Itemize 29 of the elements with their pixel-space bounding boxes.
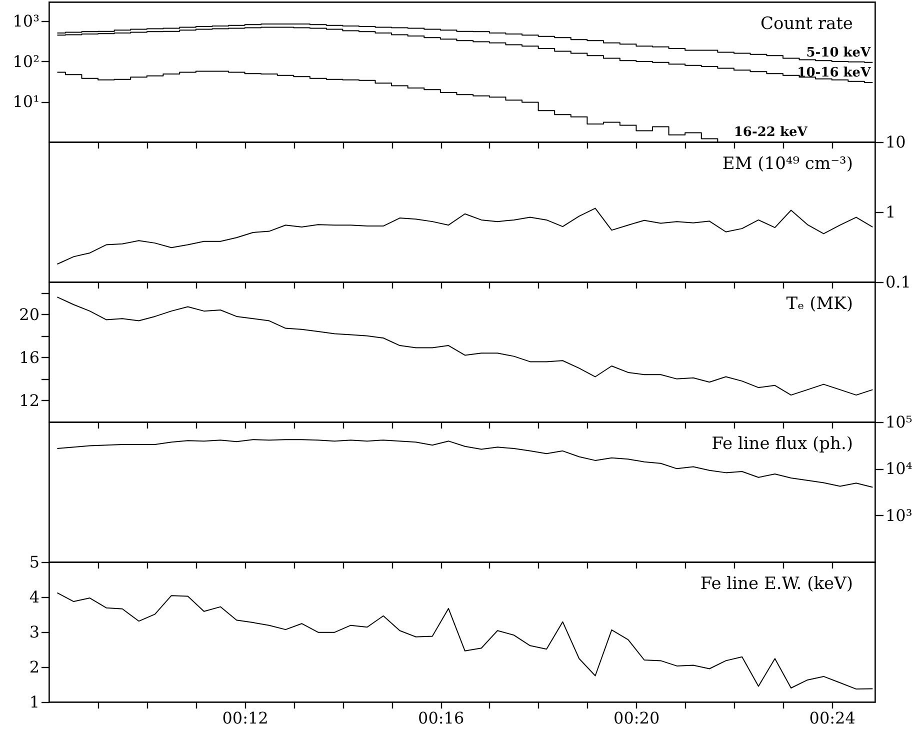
y-tick-label: 10¹ — [12, 92, 40, 112]
text: Count rate — [760, 14, 853, 34]
y-tick-label: 5 — [29, 552, 40, 572]
x-tick-label: 00:16 — [418, 708, 464, 728]
y2-tick-label: 10⁴ — [886, 459, 912, 478]
x-tick-label: 00:24 — [809, 708, 856, 728]
y2-tick-label: 10 — [886, 132, 906, 152]
y2-tick-label: 0.1 — [886, 272, 911, 292]
series-label: 10-16 keV — [797, 66, 872, 81]
text: EM (10⁴⁹ cm⁻³) — [722, 154, 853, 174]
series-label: 16-22 keV — [734, 125, 808, 140]
y-tick-label: 3 — [29, 622, 40, 642]
y-tick-label: 20 — [19, 304, 40, 324]
y2-tick-label: 10³ — [886, 506, 912, 525]
y-tick-label: 1 — [29, 692, 40, 712]
y-tick-label: 16 — [19, 348, 40, 367]
y-tick-label: 2 — [29, 658, 40, 676]
x-tick-label: 00:20 — [614, 708, 660, 728]
y2-tick-label: 1 — [886, 202, 896, 222]
text: Fe line E.W. (keV) — [700, 574, 853, 594]
text: Fe line flux (ph.) — [712, 434, 853, 454]
text: Tₑ (MK) — [786, 294, 853, 314]
y-tick-label: 12 — [19, 390, 40, 410]
y-tick-label: 10² — [12, 52, 40, 71]
y-tick-label: 10³ — [12, 12, 40, 31]
y-tick-label: 4 — [29, 588, 40, 606]
x-tick-label: 00:12 — [222, 708, 268, 728]
series-label: 5-10 keV — [806, 45, 872, 60]
y2-tick-label: 10⁵ — [886, 412, 912, 432]
